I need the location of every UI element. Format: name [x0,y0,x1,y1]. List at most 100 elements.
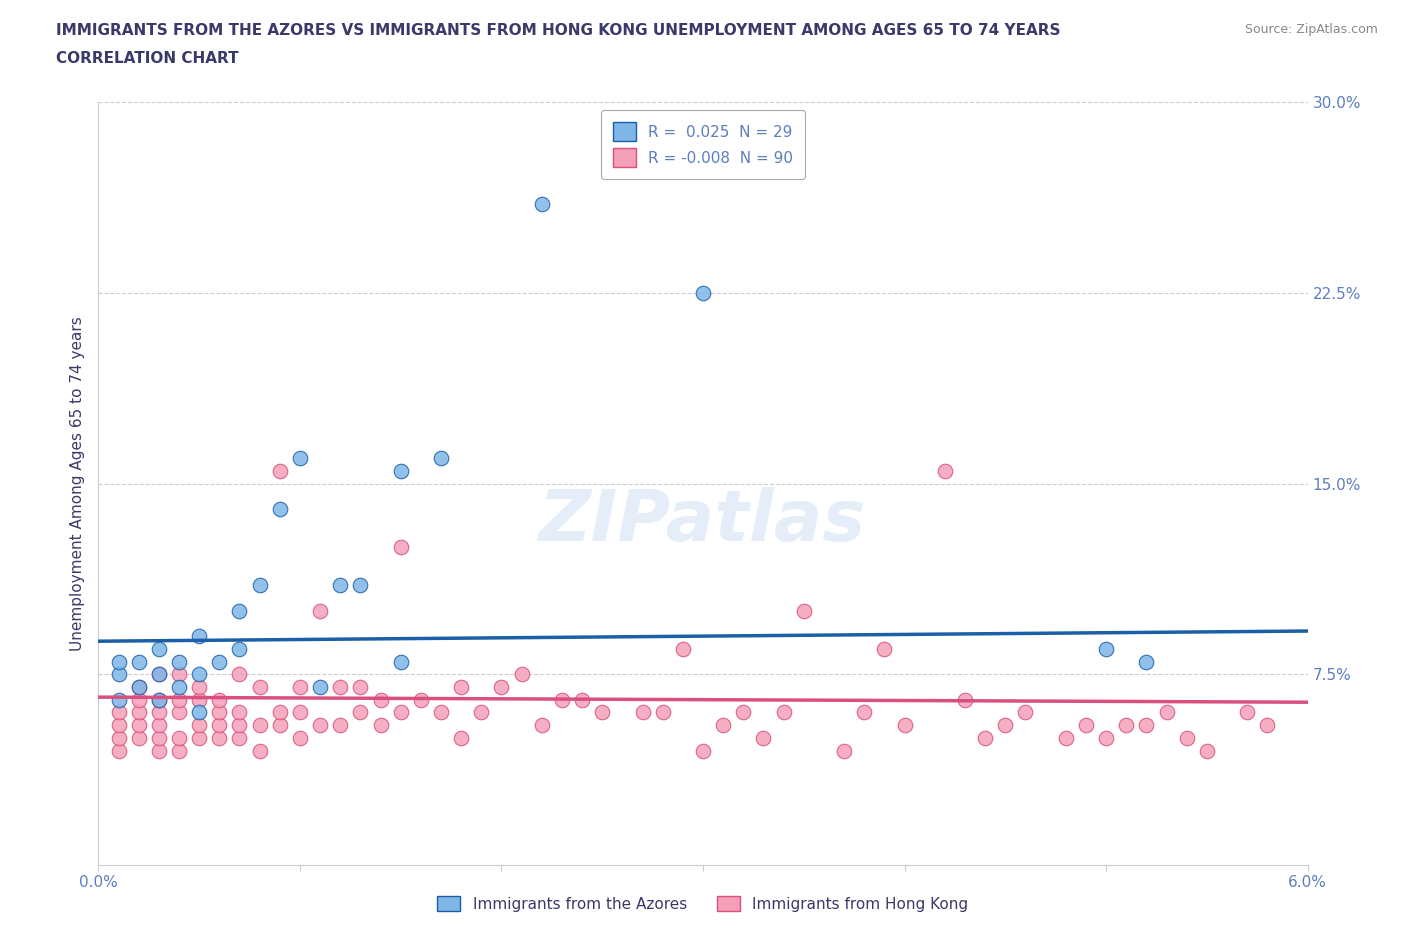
Point [288,705,311,720]
Point [128,730,150,745]
Point [349,680,371,695]
Point [430,451,453,466]
Point [329,718,352,733]
Point [389,705,412,720]
Point [107,654,129,669]
Point [772,705,794,720]
Point [1256,718,1278,733]
Point [148,692,170,707]
Point [329,578,352,592]
Point [1135,654,1157,669]
Point [491,680,513,695]
Point [1156,705,1178,720]
Point [1175,730,1198,745]
Point [631,705,654,720]
Point [832,743,855,758]
Point [188,730,211,745]
Point [148,667,170,682]
Point [228,730,250,745]
Legend: R =  0.025  N = 29, R = -0.008  N = 90: R = 0.025 N = 29, R = -0.008 N = 90 [600,110,806,179]
Point [450,680,472,695]
Point [128,718,150,733]
Point [249,718,271,733]
Point [107,667,129,682]
Point [188,667,211,682]
Point [148,667,170,682]
Point [228,667,250,682]
Point [711,718,734,733]
Point [167,680,190,695]
Point [934,463,956,478]
Point [389,463,412,478]
Point [430,705,453,720]
Point [692,286,714,300]
Point [994,718,1017,733]
Point [853,705,876,720]
Point [148,718,170,733]
Point [873,642,896,657]
Point [692,743,714,758]
Point [208,692,231,707]
Point [107,718,129,733]
Point [269,501,291,516]
Point [470,705,492,720]
Text: ZIPatlas: ZIPatlas [540,487,866,556]
Point [510,667,533,682]
Point [128,705,150,720]
Point [370,692,392,707]
Text: Source: ZipAtlas.com: Source: ZipAtlas.com [1244,23,1378,36]
Point [389,539,412,554]
Point [288,730,311,745]
Point [148,692,170,707]
Point [672,642,695,657]
Point [228,642,250,657]
Point [167,730,190,745]
Point [1115,718,1137,733]
Point [269,705,291,720]
Point [752,730,775,745]
Text: CORRELATION CHART: CORRELATION CHART [56,51,239,66]
Point [309,680,332,695]
Point [893,718,915,733]
Point [953,692,976,707]
Point [128,680,150,695]
Text: IMMIGRANTS FROM THE AZORES VS IMMIGRANTS FROM HONG KONG UNEMPLOYMENT AMONG AGES : IMMIGRANTS FROM THE AZORES VS IMMIGRANTS… [56,23,1060,38]
Point [148,642,170,657]
Point [349,705,371,720]
Point [208,705,231,720]
Point [1195,743,1218,758]
Point [188,629,211,644]
Point [208,730,231,745]
Point [450,730,472,745]
Point [793,604,815,618]
Point [269,718,291,733]
Point [288,451,311,466]
Point [107,743,129,758]
Point [530,196,553,211]
Point [167,705,190,720]
Point [228,718,250,733]
Point [1074,718,1097,733]
Point [128,692,150,707]
Point [1095,642,1118,657]
Point [167,654,190,669]
Point [249,578,271,592]
Point [409,692,432,707]
Point [591,705,613,720]
Point [309,718,332,733]
Point [167,743,190,758]
Point [188,680,211,695]
Point [974,730,997,745]
Point [349,578,371,592]
Point [107,692,129,707]
Point [733,705,755,720]
Point [128,680,150,695]
Point [309,604,332,618]
Point [249,743,271,758]
Point [1014,705,1036,720]
Point [249,680,271,695]
Point [188,692,211,707]
Point [107,705,129,720]
Point [1054,730,1077,745]
Legend: Immigrants from the Azores, Immigrants from Hong Kong: Immigrants from the Azores, Immigrants f… [432,889,974,918]
